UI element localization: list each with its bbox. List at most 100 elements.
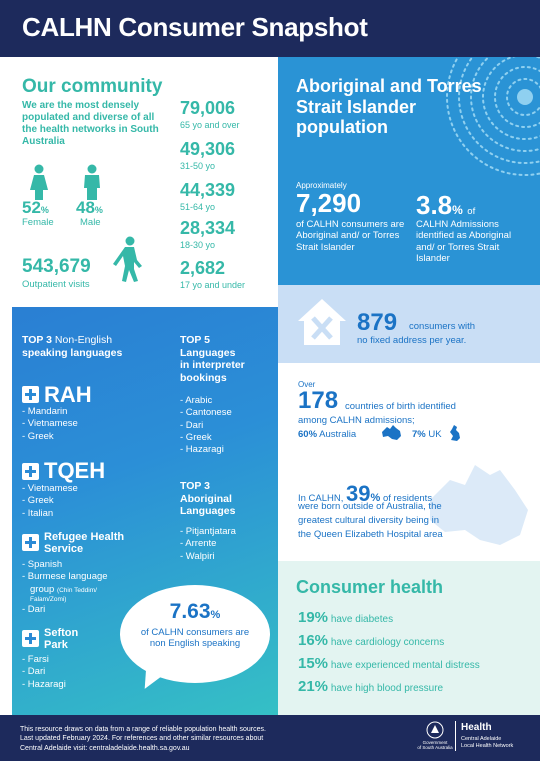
refugee-item-1: - Burmese language — [22, 571, 108, 583]
aboriginal-pct: 3.8 — [416, 190, 453, 220]
aboriginal-approx: Approximately — [296, 181, 347, 190]
born-pct: % — [370, 492, 381, 504]
sefton-name: Sefton Park — [44, 627, 79, 651]
aboriginal-count-text: of CALHN consumers are Aboriginal and/ o… — [296, 219, 405, 253]
health-row-2: 15% have experienced mental distress — [298, 655, 480, 672]
age-num-4: 2,682 — [180, 258, 226, 278]
sa-government-crest-icon — [426, 721, 444, 739]
age-label-3: 18-30 yo — [180, 240, 216, 250]
health-logo-sub: Central Adelaide Local Health Network — [461, 736, 514, 749]
refugee-name: Refugee Health Service — [44, 531, 125, 555]
male-icon — [84, 164, 100, 200]
age-label-0: 65 yo and over — [180, 120, 240, 130]
abor-lang-item-1: - Arrente — [180, 538, 217, 550]
uk-stat: 7% UK — [412, 429, 442, 440]
born-num: 39 — [346, 481, 371, 506]
abor-lang-item-0: - Pitjantjatara — [180, 526, 236, 537]
rah-item-0: - Mandarin — [22, 406, 68, 417]
aboriginal-pct-text: CALHN Admissions identified as Aborigina… — [416, 219, 512, 265]
countries-text2: among CALHN admissions; — [298, 415, 415, 426]
health-row-1: 16% have cardiology concerns — [298, 632, 444, 649]
male-pct-sign: % — [94, 205, 103, 215]
uk-map-icon — [450, 425, 460, 441]
sefton-name-1: Sefton — [44, 627, 79, 639]
australia-stat: 60% Australia — [298, 429, 356, 440]
age-num-1: 49,306 — [180, 139, 236, 159]
refugee-item-0: - Spanish — [22, 559, 63, 570]
health-pct-0: 19% — [298, 609, 329, 626]
rah-item-2: - Greek — [22, 430, 54, 442]
walking-person-icon — [113, 236, 142, 282]
top3-label-rest: Non-English — [54, 334, 113, 346]
female-pct-sign: % — [40, 205, 49, 215]
refugee-list: - Spanish - Burmese language group (Chin… — [22, 559, 108, 616]
aboriginal-title: Aboriginal and Torres Strait Islander po… — [296, 76, 482, 138]
age-label-4: 17 yo and under — [180, 280, 246, 290]
uk-pct: 7% — [412, 429, 426, 440]
aboriginal-count: 7,290 — [296, 188, 362, 218]
aboriginal-pct-sign: % — [452, 203, 463, 217]
tqeh-name: TQEH — [44, 458, 106, 483]
footer-divider — [455, 721, 456, 751]
community-title: Our community — [22, 76, 163, 97]
sefton-name-2: Park — [44, 638, 68, 651]
age-label-2: 51-64 yo — [180, 202, 216, 212]
countries-over: Over — [298, 380, 316, 389]
born-text1: of residents — [382, 493, 433, 504]
australia-map-decoration — [430, 465, 528, 545]
bubble-pct: % — [210, 609, 221, 621]
sefton-list: - Farsi - Dari - Hazaragi — [22, 654, 66, 691]
aboriginal-languages-heading: TOP 3 Aboriginal Languages — [180, 480, 236, 518]
refugee-item-4: Falam/Zomi) — [30, 596, 67, 604]
health-text-0: have diabetes — [330, 614, 394, 625]
sefton-plus-icon — [22, 630, 39, 647]
male-pct: 48 — [76, 198, 95, 217]
age-num-0: 79,006 — [180, 98, 236, 118]
abor-lang-item-2: - Walpiri — [180, 550, 215, 562]
header-bar — [0, 0, 540, 57]
tqeh-plus-icon — [22, 463, 39, 480]
health-pct-1: 16% — [298, 632, 329, 649]
tqeh-item-1: - Greek — [22, 495, 54, 507]
born-text4: the Queen Elizabeth Hospital area — [298, 529, 443, 540]
australia-map-icon — [382, 425, 401, 440]
page-title: CALHN Consumer Snapshot — [22, 12, 368, 42]
australia-pct: 60% — [298, 429, 318, 440]
refugee-name-1: Refugee Health — [44, 531, 125, 543]
top5-item-1: - Cantonese — [180, 407, 232, 419]
footer-text: This resource draws on data from a range… — [20, 726, 266, 752]
aboriginal-art-decoration — [446, 57, 540, 176]
female-stat: 52% — [22, 198, 49, 218]
top5-list: - Arabic - Cantonese - Dari - Greek - Ha… — [180, 395, 232, 457]
tqeh-item-2: - Italian — [22, 507, 54, 519]
refugee-item-5: - Dari — [22, 603, 46, 615]
age-label-1: 31-50 yo — [180, 161, 216, 171]
house-x-icon — [298, 299, 346, 345]
rah-item-1: - Vietnamese — [22, 418, 78, 430]
rah-list: - Mandarin - Vietnamese - Greek — [22, 406, 78, 443]
australia-label: Australia — [319, 429, 357, 440]
health-pct-3: 21% — [298, 678, 329, 695]
tqeh-list: - Vietnamese - Greek - Italian — [22, 483, 78, 520]
health-row-3: 21% have high blood pressure — [298, 678, 443, 695]
consumer-health-title: Consumer health — [296, 577, 444, 597]
sefton-item-1: - Dari — [22, 666, 46, 678]
age-num-3: 28,334 — [180, 218, 236, 238]
uk-label: UK — [428, 429, 442, 440]
age-num-2: 44,339 — [180, 180, 236, 200]
left-margin — [0, 57, 12, 715]
health-text-1: have cardiology concerns — [330, 637, 445, 648]
top5-item-4: - Hazaragi — [180, 444, 224, 456]
top3-label-line2: speaking languages — [22, 346, 123, 359]
footer-bar — [0, 715, 540, 761]
born-pre: In CALHN, — [298, 493, 344, 504]
bubble-num: 7.63 — [169, 600, 211, 623]
consumer-health-panel — [278, 561, 540, 715]
female-label: Female — [22, 217, 54, 228]
top3-label: TOP 3 — [22, 334, 52, 346]
countries-text1: countries of birth identified — [345, 401, 456, 412]
countries-num: 178 — [298, 387, 339, 414]
refugee-name-2: Service — [44, 542, 84, 555]
rah-name: RAH — [44, 382, 92, 407]
no-fixed-address-num: 879 — [357, 309, 398, 336]
